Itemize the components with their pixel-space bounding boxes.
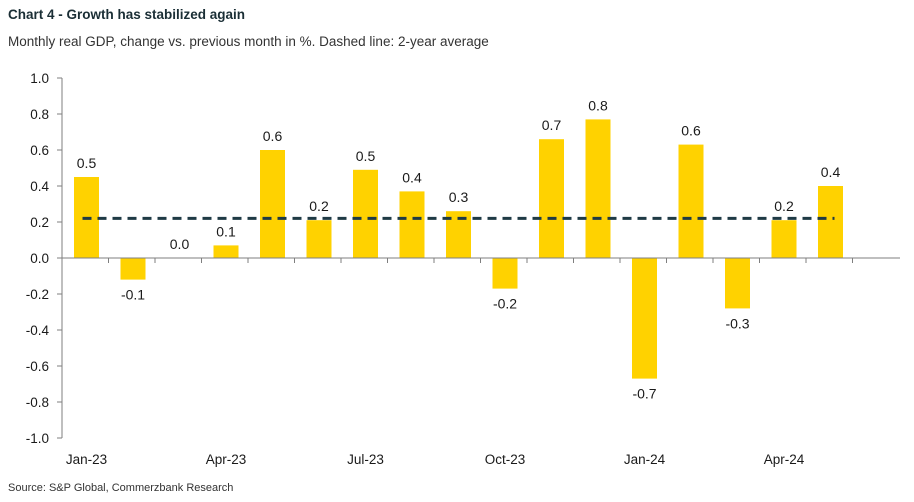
y-tick-label: 0.8 [30, 107, 49, 122]
x-tick-label: Oct-23 [485, 452, 526, 467]
bar [260, 150, 285, 258]
bar [213, 245, 239, 258]
x-tick-label: Jan-24 [624, 452, 666, 467]
bar-data-label: 0.1 [216, 223, 236, 239]
y-tick-label: 0.0 [30, 251, 49, 266]
chart-subtitle: Monthly real GDP, change vs. previous mo… [8, 34, 489, 49]
data-labels: 0.5 -0.1 0.0 0.1 0.6 0.2 0.5 0.4 0.3 -0.2 0.7 0.8 -0… [77, 97, 841, 401]
x-tick-label: Apr-23 [206, 452, 247, 467]
y-axis: 1.0 0.8 0.6 0.4 0.2 0.0 -0.2 -0.4 -0.6 -0.8 -1.0 [26, 71, 63, 446]
bar [725, 258, 750, 309]
y-tick-label: -0.2 [26, 287, 49, 302]
bar-data-label: 0.2 [774, 198, 794, 214]
bar-data-label: 0.6 [681, 123, 701, 139]
bar-data-label: -0.1 [121, 287, 145, 303]
y-tick-label: -1.0 [26, 431, 49, 446]
bar-data-label: 0.5 [77, 155, 97, 171]
bar [585, 119, 611, 259]
bar [818, 186, 843, 258]
bar-data-label: 0.0 [170, 236, 190, 252]
y-tick-label: -0.4 [26, 323, 50, 338]
bar-chart: 1.0 0.8 0.6 0.4 0.2 0.0 -0.2 -0.4 -0.6 -0.8 -1.0 0… [26, 71, 900, 467]
bar-data-label: 0.4 [402, 169, 422, 185]
bar-data-label: 0.7 [542, 117, 562, 133]
bar [678, 144, 704, 258]
bar [306, 220, 332, 258]
x-tick-label: Jan-23 [66, 452, 107, 467]
bar-data-label: 0.3 [449, 189, 469, 205]
bar-data-label: 0.4 [821, 164, 841, 180]
bars [74, 119, 843, 379]
y-tick-label: 0.2 [30, 215, 49, 230]
x-axis: Jan-23 Apr-23 Jul-23 Oct-23 Jan-24 Apr-24 [61, 257, 900, 467]
bar-data-label: -0.3 [725, 315, 749, 331]
x-tick-label: Jul-23 [347, 452, 384, 467]
y-tick-label: 0.4 [30, 179, 49, 194]
y-tick-label: 0.6 [30, 143, 49, 158]
chart-title: Chart 4 - Growth has stabilized again [8, 7, 246, 22]
bar [399, 191, 425, 258]
y-tick-label: 1.0 [30, 71, 49, 86]
bar [771, 220, 797, 258]
bar [120, 258, 146, 280]
bar [492, 258, 518, 289]
y-tick-label: -0.6 [26, 359, 49, 374]
bar-data-label: -0.2 [493, 296, 517, 312]
x-tick-label: Apr-24 [764, 452, 805, 467]
y-tick-label: -0.8 [26, 395, 49, 410]
bar [632, 258, 657, 379]
bar [539, 139, 564, 258]
bar-data-label: 0.2 [309, 198, 329, 214]
source-note: Source: S&P Global, Commerzbank Research [8, 482, 234, 494]
bar-data-label: -0.7 [632, 386, 656, 402]
bar-data-label: 0.5 [356, 148, 376, 164]
bar-data-label: 0.8 [588, 97, 608, 113]
bar-data-label: 0.6 [263, 128, 283, 144]
bar [353, 169, 378, 258]
